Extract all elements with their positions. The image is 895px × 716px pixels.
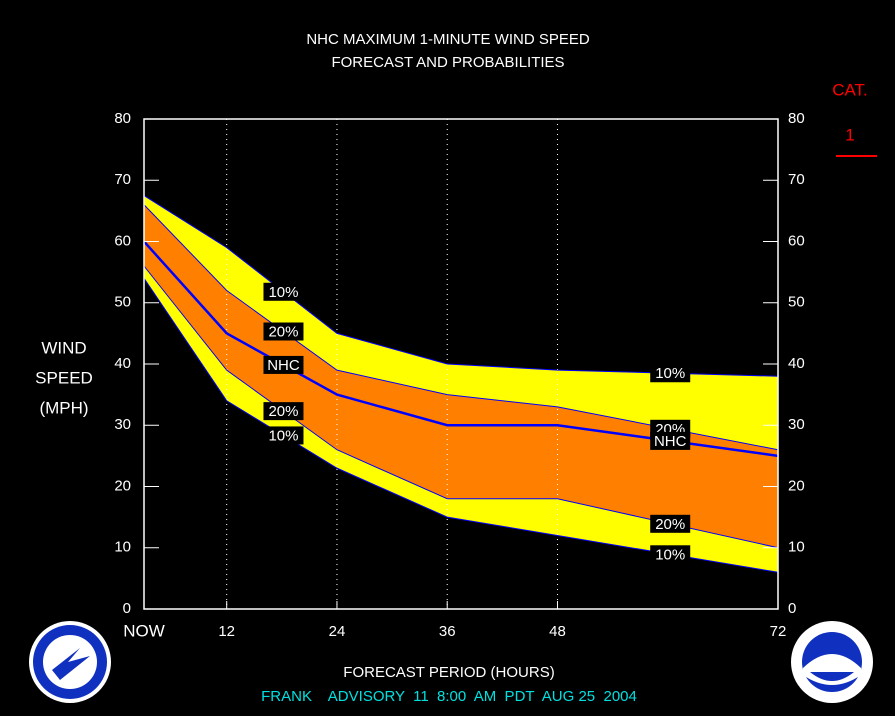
y-tick-label: 40	[788, 355, 805, 372]
label-box	[650, 545, 691, 564]
series-label: 10%	[263, 282, 304, 301]
label-box	[263, 282, 304, 301]
series-label-text: 10%	[268, 284, 298, 301]
y-tick-label: 60	[114, 232, 131, 249]
y-tick-label: 30	[788, 416, 805, 433]
series-label: 20%	[650, 514, 691, 533]
series-label-text: 10%	[655, 546, 685, 563]
y-tick-label: 80	[788, 110, 805, 127]
x-tick-label: 72	[770, 623, 787, 640]
series-line	[143, 240, 779, 458]
series-label: 10%	[650, 364, 691, 383]
y-tick-label: 10	[788, 539, 805, 556]
series-label: 20%	[263, 322, 304, 341]
series-label-text: 20%	[655, 516, 685, 533]
y-tick-label: 0	[123, 600, 131, 617]
series-line	[143, 265, 779, 549]
y-tick-label: 50	[788, 294, 805, 311]
y-tick-label: 70	[788, 171, 805, 188]
probability-band	[144, 204, 778, 548]
x-axis-title: FORECAST PERIOD (HOURS)	[343, 664, 554, 681]
x-tick-label: 24	[329, 623, 346, 640]
series-label-text: 10%	[268, 427, 298, 444]
chart-title: NHC MAXIMUM 1-MINUTE WIND SPEED	[306, 31, 590, 48]
category-label: CAT.	[832, 80, 868, 99]
y-tick-label: 20	[114, 477, 131, 494]
series-line	[143, 277, 779, 573]
series-label: 20%	[263, 402, 304, 421]
series-label: 10%	[263, 426, 304, 445]
series-label: NHC	[263, 355, 304, 374]
series-label: 10%	[650, 545, 691, 564]
label-box	[650, 431, 691, 450]
x-tick-label: NOW	[123, 621, 165, 640]
x-tick-label: 48	[549, 623, 566, 640]
y-axis-title: WIND	[41, 338, 86, 357]
y-tick-label: 0	[788, 600, 796, 617]
footer: FRANK ADVISORY 11 8:00 AM PDT AUG 25 200…	[261, 688, 637, 705]
label-box	[263, 426, 304, 445]
series-line	[143, 195, 779, 377]
category-value: 1	[845, 125, 854, 144]
y-tick-label: 80	[114, 110, 131, 127]
y-axis-title: (MPH)	[39, 398, 88, 417]
series-label-text: 20%	[268, 323, 298, 340]
nws-logo	[29, 621, 111, 703]
series-label: NHC	[650, 431, 691, 450]
y-tick-label: 40	[114, 355, 131, 372]
label-box	[650, 514, 691, 533]
label-box	[263, 402, 304, 421]
noaa-logo	[791, 621, 873, 703]
y-tick-label: 70	[114, 171, 131, 188]
y-tick-label: 30	[114, 416, 131, 433]
y-tick-label: 10	[114, 539, 131, 556]
series-label-text: NHC	[267, 357, 300, 374]
y-tick-label: 60	[788, 232, 805, 249]
x-tick-label: 12	[218, 623, 235, 640]
chart-title: FORECAST AND PROBABILITIES	[331, 54, 564, 71]
label-box	[263, 355, 304, 374]
y-tick-label: 50	[114, 294, 131, 311]
series-line	[143, 204, 779, 451]
series-label-text: 20%	[268, 403, 298, 420]
series-label-text: 10%	[655, 365, 685, 382]
series-label-text: NHC	[654, 433, 687, 450]
y-tick-label: 20	[788, 477, 805, 494]
label-box	[263, 322, 304, 341]
label-box	[650, 364, 691, 383]
x-tick-label: 36	[439, 623, 456, 640]
y-axis-title: SPEED	[35, 368, 93, 387]
